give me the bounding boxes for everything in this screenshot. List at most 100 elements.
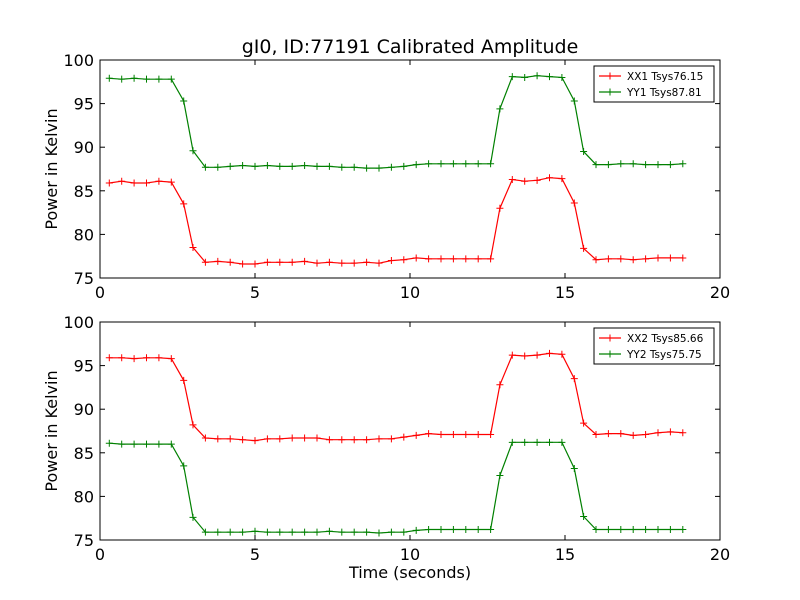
data-point bbox=[313, 434, 321, 442]
data-point bbox=[425, 160, 433, 168]
data-point bbox=[558, 73, 566, 81]
data-point bbox=[325, 436, 333, 444]
series-line bbox=[109, 441, 683, 534]
data-point bbox=[313, 259, 321, 267]
data-point bbox=[288, 162, 296, 170]
data-point bbox=[143, 75, 150, 83]
data-point bbox=[400, 256, 408, 264]
data-point bbox=[155, 177, 163, 185]
data-point bbox=[654, 254, 662, 262]
data-point bbox=[167, 355, 175, 363]
data-point bbox=[412, 431, 420, 439]
top-plot-panel: 0 5 10 15 20 75 80 85 90 95 100 XX1 Tsys76.15 YY1 Ts… bbox=[63, 51, 730, 302]
data-point bbox=[462, 526, 470, 534]
data-point bbox=[387, 163, 395, 171]
data-point bbox=[604, 161, 612, 169]
data-point bbox=[654, 429, 662, 437]
data-point bbox=[338, 436, 346, 444]
data-point bbox=[239, 162, 247, 170]
data-point bbox=[155, 75, 163, 83]
data-point bbox=[679, 254, 687, 262]
y-tick-label: 95 bbox=[74, 95, 94, 114]
bottom-y-axis-label: Power in Kelvin bbox=[42, 370, 61, 491]
data-point bbox=[350, 528, 358, 536]
data-point bbox=[617, 526, 625, 534]
data-point bbox=[487, 160, 495, 168]
data-point bbox=[105, 74, 113, 82]
data-point bbox=[201, 528, 209, 536]
data-point bbox=[214, 528, 222, 536]
data-point bbox=[437, 430, 445, 438]
data-point bbox=[449, 160, 457, 168]
data-point bbox=[143, 179, 150, 187]
data-point bbox=[180, 376, 188, 384]
legend-marker bbox=[606, 334, 614, 342]
data-point bbox=[570, 375, 578, 383]
data-point bbox=[387, 435, 395, 443]
data-point bbox=[105, 179, 113, 187]
data-point bbox=[350, 436, 358, 444]
data-point bbox=[592, 256, 600, 264]
data-point bbox=[474, 160, 482, 168]
data-point bbox=[276, 528, 284, 536]
data-point bbox=[288, 528, 296, 536]
data-point bbox=[375, 164, 383, 172]
legend-entry-label: YY1 Tsys87.81 bbox=[626, 87, 702, 99]
data-point bbox=[167, 178, 175, 186]
legend-entry-label: YY2 Tsys75.75 bbox=[626, 349, 702, 361]
data-point bbox=[263, 435, 271, 443]
data-point bbox=[251, 527, 259, 535]
data-point bbox=[474, 526, 482, 534]
data-point bbox=[118, 354, 126, 362]
data-point bbox=[276, 162, 284, 170]
data-point bbox=[301, 528, 309, 536]
data-point bbox=[226, 528, 234, 536]
data-point bbox=[533, 438, 541, 446]
data-point bbox=[375, 529, 383, 537]
data-point bbox=[570, 464, 578, 472]
data-point bbox=[189, 421, 197, 429]
data-point bbox=[642, 526, 650, 534]
data-point bbox=[214, 257, 222, 265]
data-point bbox=[592, 526, 600, 534]
data-point bbox=[143, 440, 150, 448]
data-point bbox=[363, 258, 371, 266]
series-line bbox=[109, 352, 683, 442]
legend-box bbox=[593, 327, 715, 365]
data-point bbox=[189, 513, 197, 521]
y-tick-label: 95 bbox=[74, 357, 94, 376]
data-point bbox=[679, 526, 687, 534]
data-point bbox=[263, 528, 271, 536]
data-point bbox=[508, 73, 516, 81]
data-point bbox=[155, 354, 163, 362]
data-point bbox=[143, 354, 150, 362]
data-point bbox=[118, 440, 126, 448]
data-point bbox=[118, 177, 126, 185]
data-point bbox=[533, 72, 541, 80]
data-point bbox=[105, 354, 113, 362]
data-point bbox=[666, 161, 674, 169]
data-point bbox=[558, 350, 566, 358]
y-tick-label: 90 bbox=[74, 400, 94, 419]
data-point bbox=[313, 528, 321, 536]
data-point bbox=[666, 428, 674, 436]
data-point bbox=[570, 199, 578, 207]
data-point bbox=[508, 175, 516, 183]
data-point bbox=[130, 355, 138, 363]
data-point bbox=[642, 430, 650, 438]
data-point bbox=[533, 176, 541, 184]
data-point bbox=[437, 526, 445, 534]
data-point bbox=[251, 437, 259, 445]
data-point bbox=[226, 258, 234, 266]
data-point bbox=[325, 527, 333, 535]
data-point bbox=[350, 259, 358, 267]
data-point bbox=[400, 162, 408, 170]
data-point bbox=[387, 257, 395, 265]
data-point bbox=[301, 257, 309, 265]
data-point bbox=[226, 162, 234, 170]
data-point bbox=[412, 161, 420, 169]
x-tick-label: 10 bbox=[400, 545, 420, 564]
data-point bbox=[189, 147, 197, 155]
y-tick-label: 100 bbox=[63, 51, 94, 70]
